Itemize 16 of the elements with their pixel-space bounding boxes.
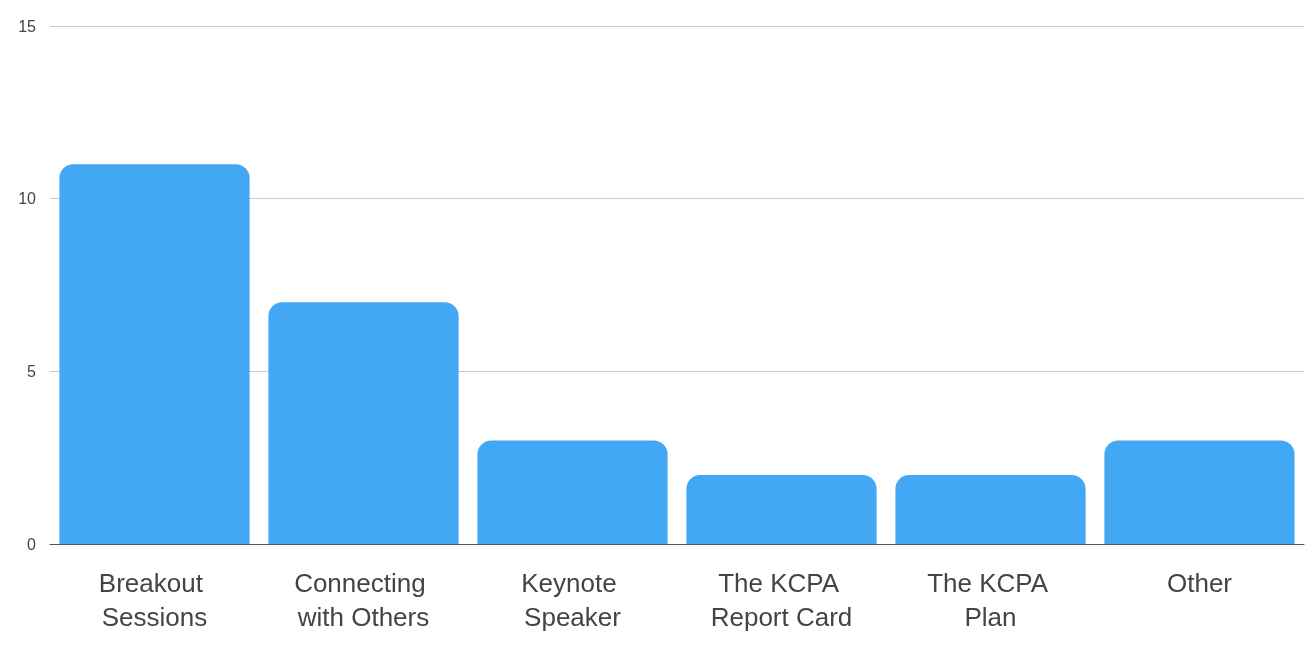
- bar: [1104, 440, 1295, 544]
- bar: [895, 474, 1086, 544]
- y-tick-label: 5: [27, 362, 37, 380]
- x-tick-label: Connecting with Others: [294, 568, 433, 632]
- y-tick-label: 0: [27, 535, 37, 553]
- bar: [59, 164, 250, 544]
- bar: [268, 302, 459, 544]
- y-tick-label: 10: [18, 190, 37, 208]
- bar: [686, 474, 877, 544]
- x-tick-label: The KCPA Plan: [927, 568, 1054, 632]
- x-tick-label: The KCPA Report Card: [710, 568, 853, 632]
- x-tick-label: Keynote Speaker: [521, 568, 624, 632]
- bar: [477, 440, 668, 544]
- y-tick-label: 15: [18, 17, 37, 35]
- x-tick-label: Breakout Sessions: [98, 568, 211, 632]
- x-tick-label: Other: [1166, 568, 1233, 598]
